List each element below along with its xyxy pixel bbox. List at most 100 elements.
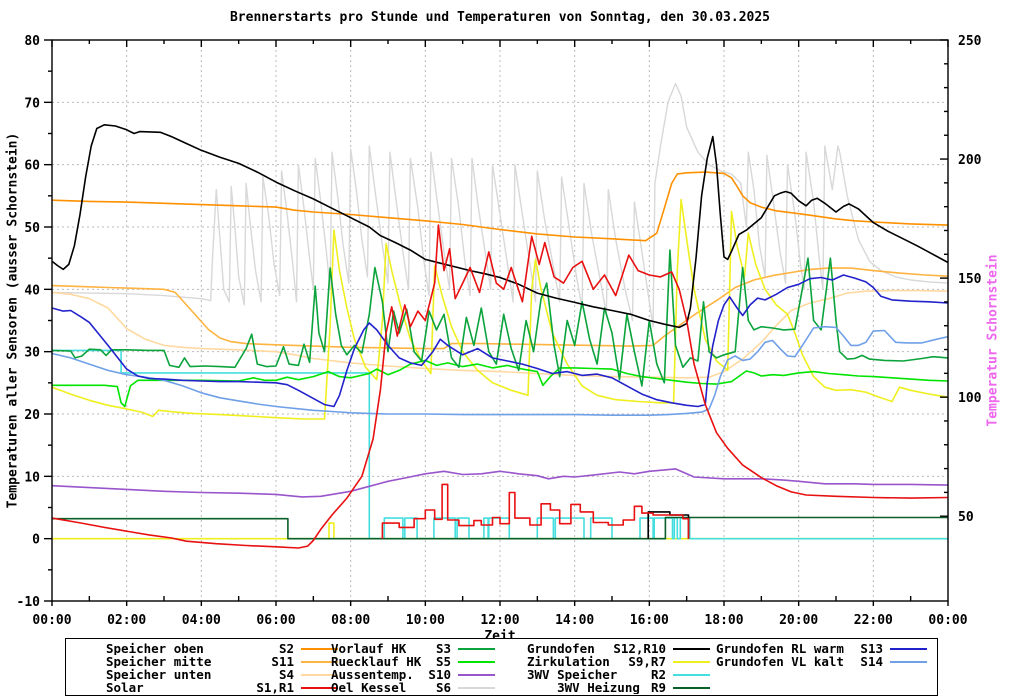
legend-item-code: S2 <box>278 641 294 656</box>
legend-item-S5: Ruecklauf HK S5 <box>331 655 495 668</box>
series-S5 <box>52 359 949 408</box>
series-R1 <box>381 483 690 539</box>
legend-color-swatch <box>673 647 710 650</box>
legend-box: Speicher oben S2 Speicher mitte S11 Speicher… <box>65 638 938 696</box>
legend-item-S12,R10: Grundofen S12,R10 <box>527 642 710 655</box>
y-right-tick-label: 200 <box>958 153 982 168</box>
legend-item-R2: 3WV Speicher R2 <box>527 668 710 681</box>
x-tick-label: 02:00 <box>107 613 146 628</box>
legend-column: Vorlauf HK S3 Ruecklauf HK S5 Aussentemp. S10… <box>331 642 495 694</box>
legend-color-swatch <box>458 647 495 650</box>
series-S4 <box>51 289 949 379</box>
series-S10 <box>51 468 949 498</box>
legend-column: Grundofen S12,R10 Zirkulation S9,R7 3WV Spei… <box>527 642 710 694</box>
legend-item-name: Speicher oben <box>106 642 204 655</box>
legend-color-swatch <box>301 686 338 689</box>
legend-item-code: S11 <box>271 654 294 669</box>
x-tick-label: 14:00 <box>555 613 594 628</box>
legend-item-code: S9,R7 <box>628 654 666 669</box>
legend-item-S4: Speicher unten S4 <box>106 668 338 681</box>
legend-item-code: S4 <box>278 667 294 682</box>
legend-item-code: S13 <box>860 641 883 656</box>
legend-color-swatch <box>458 673 495 676</box>
series-R9 <box>52 516 948 540</box>
series-S3 <box>51 249 949 387</box>
legend-item-code: R9 <box>650 680 666 695</box>
legend-item-name: Aussentemp. <box>331 668 414 681</box>
legend-item-name: Oel Kessel <box>331 681 407 694</box>
legend-item-name: Solar <box>106 681 144 694</box>
y-right-tick-label: 50 <box>958 510 974 525</box>
y-left-tick-label: 70 <box>24 96 40 111</box>
y-left-tick-label: 0 <box>32 533 40 548</box>
legend-item-S1,R1: Solar S1,R1 <box>106 681 338 694</box>
series-S12 <box>51 124 949 329</box>
legend-item-S6: Oel Kessel S6 <box>331 681 495 694</box>
legend-item-name: 3WV Heizung <box>527 681 640 694</box>
legend-color-swatch <box>301 647 338 650</box>
legend-color-swatch <box>673 686 710 689</box>
legend-item-S3: Vorlauf HK S3 <box>331 642 495 655</box>
y-axis-right-label: Temperatur Schornstein <box>985 254 1001 427</box>
legend-color-swatch <box>301 673 338 676</box>
y-left-tick-label: 20 <box>24 408 40 423</box>
legend-item-S11: Speicher mitte S11 <box>106 655 338 668</box>
legend-item-code: S6 <box>435 680 451 695</box>
legend-color-swatch <box>458 660 495 663</box>
x-tick-label: 04:00 <box>182 613 221 628</box>
legend-color-swatch <box>301 660 338 663</box>
y-left-tick-label: 80 <box>24 34 40 49</box>
legend-column: Speicher oben S2 Speicher mitte S11 Speicher… <box>106 642 338 694</box>
legend-item-code: S10 <box>428 667 451 682</box>
legend-item-S14: Grundofen VL kalt S14 <box>716 655 927 668</box>
y-left-tick-label: -10 <box>17 595 41 610</box>
y-right-tick-label: 100 <box>958 391 982 406</box>
legend-item-name: Zirkulation <box>527 655 610 668</box>
legend-item-S9,R7: Zirkulation S9,R7 <box>527 655 710 668</box>
y-right-tick-label: 150 <box>958 272 982 287</box>
legend-item-name: Ruecklauf HK <box>331 655 422 668</box>
legend-item-code: S1,R1 <box>256 680 294 695</box>
legend-item-name: Grundofen RL warm <box>716 642 844 655</box>
legend-item-code: S14 <box>860 654 883 669</box>
legend-item-R9: 3WV Heizung R9 <box>527 681 710 694</box>
legend-color-swatch <box>458 686 495 689</box>
legend-color-swatch <box>673 673 710 676</box>
y-left-tick-label: 30 <box>24 346 40 361</box>
legend-item-code: S3 <box>435 641 451 656</box>
legend-column: Grundofen RL warm S13 Grundofen VL kalt S14 <box>716 642 927 668</box>
legend-item-name: Vorlauf HK <box>331 642 407 655</box>
legend-item-name: Speicher mitte <box>106 655 212 668</box>
x-tick-label: 16:00 <box>630 613 669 628</box>
y-left-tick-label: 60 <box>24 159 40 174</box>
series-S2 <box>51 171 949 242</box>
legend-item-code: R2 <box>650 667 666 682</box>
legend-item-code: S12,R10 <box>613 641 666 656</box>
chart-title: Brennerstarts pro Stunde und Temperature… <box>229 10 771 25</box>
legend-item-S10: Aussentemp. S10 <box>331 668 495 681</box>
y-left-tick-label: 10 <box>24 470 40 485</box>
legend-item-S13: Grundofen RL warm S13 <box>716 642 927 655</box>
x-tick-label: 00:00 <box>928 613 967 628</box>
series-S1 <box>51 224 949 549</box>
x-tick-label: 00:00 <box>32 613 71 628</box>
x-tick-label: 20:00 <box>779 613 818 628</box>
legend-item-name: Speicher unten <box>106 668 212 681</box>
x-tick-label: 10:00 <box>406 613 445 628</box>
legend-item-name: Grundofen <box>527 642 595 655</box>
x-tick-label: 12:00 <box>480 613 519 628</box>
series-S9 <box>51 198 949 420</box>
legend-item-code: S5 <box>435 654 451 669</box>
series-S13 <box>51 274 949 408</box>
y-right-tick-label: 250 <box>958 34 982 49</box>
series-S6 <box>51 82 949 328</box>
legend-color-swatch <box>673 660 710 663</box>
legend-item-name: Grundofen VL kalt <box>716 655 844 668</box>
y-axis-left-label: Temperaturen aller Sensoren (ausser Scho… <box>5 132 21 509</box>
x-tick-label: 08:00 <box>331 613 370 628</box>
y-left-tick-label: 50 <box>24 221 40 236</box>
y-left-tick-label: 40 <box>24 283 40 298</box>
series-S14 <box>51 325 949 417</box>
x-tick-label: 18:00 <box>704 613 743 628</box>
legend-color-swatch <box>890 660 927 663</box>
